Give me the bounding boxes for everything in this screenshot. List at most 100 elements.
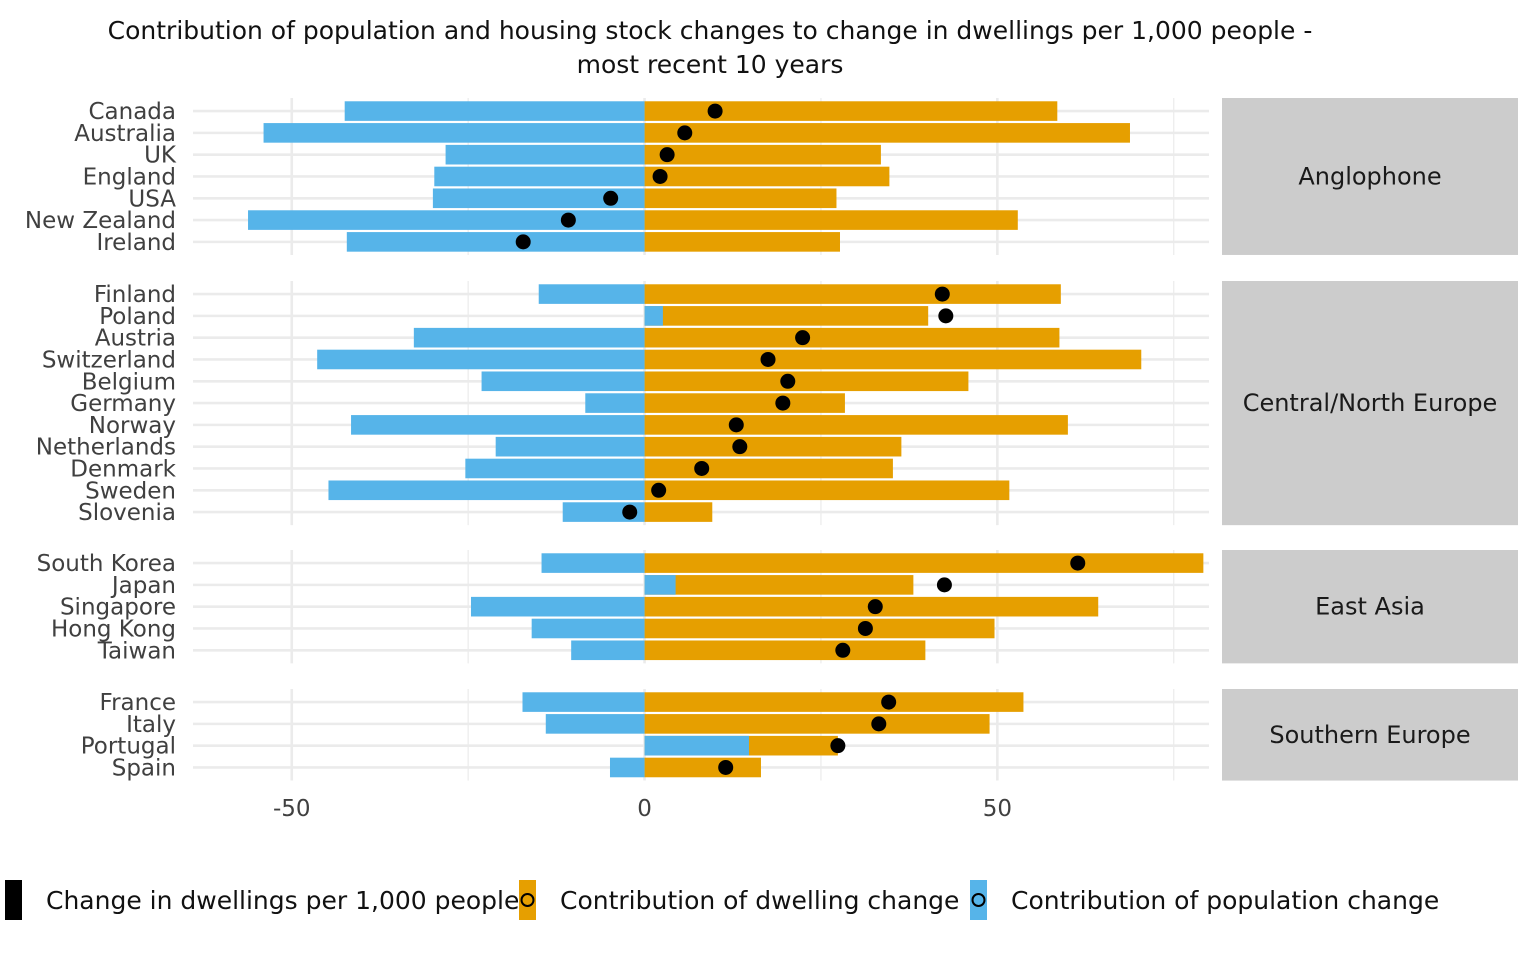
bar-dwelling-austria bbox=[644, 327, 1060, 348]
bar-dwelling-belgium bbox=[644, 371, 969, 392]
country-label: Hong Kong bbox=[51, 616, 176, 642]
bar-dwelling-slovenia bbox=[644, 502, 713, 522]
facet-strip-label: Central/North Europe bbox=[1243, 389, 1498, 417]
bar-population-hong-kong bbox=[531, 618, 645, 639]
bar-dwelling-uk bbox=[644, 144, 881, 165]
country-label: Netherlands bbox=[36, 435, 176, 461]
bar-dwelling-ireland bbox=[644, 232, 840, 252]
x-tick-label: 50 bbox=[983, 796, 1012, 822]
bar-dwelling-south-korea bbox=[644, 553, 1204, 573]
bar-dwelling-norway bbox=[644, 415, 1068, 435]
bar-population-sweden bbox=[328, 480, 645, 501]
country-label: Canada bbox=[88, 99, 176, 125]
point-net-norway bbox=[728, 417, 744, 433]
bar-population-usa bbox=[432, 188, 645, 209]
bar-dwelling-switzerland bbox=[644, 349, 1142, 370]
chart-title-line-2: most recent 10 years bbox=[576, 50, 844, 79]
bar-dwelling-netherlands bbox=[644, 436, 902, 457]
bar-population-singapore bbox=[470, 596, 645, 617]
bar-population-norway bbox=[351, 415, 645, 435]
bar-population-england bbox=[434, 166, 645, 187]
legend-point-population bbox=[971, 893, 986, 907]
country-label: Spain bbox=[112, 755, 176, 781]
bar-dwelling-hong-kong bbox=[644, 618, 995, 639]
bar-dwelling-germany bbox=[644, 393, 845, 413]
point-net-switzerland bbox=[760, 351, 776, 367]
bar-dwelling-denmark bbox=[644, 458, 893, 479]
facet-strip bbox=[1222, 550, 1518, 664]
bar-population-south-korea bbox=[541, 553, 645, 573]
bar-population-australia bbox=[263, 123, 645, 143]
point-net-hong-kong bbox=[857, 620, 873, 636]
country-label: Japan bbox=[110, 573, 176, 599]
bar-population-germany bbox=[585, 393, 645, 413]
bar-population-poland bbox=[644, 306, 663, 326]
bar-dwelling-italy bbox=[644, 714, 990, 734]
bar-dwelling-poland bbox=[644, 306, 929, 326]
legend-point-dwelling bbox=[520, 893, 535, 907]
bar-dwelling-taiwan bbox=[644, 640, 926, 661]
x-tick-label: -50 bbox=[273, 796, 311, 822]
chart-title: Contribution of population and housing s… bbox=[20, 14, 1400, 82]
point-net-germany bbox=[775, 395, 791, 411]
point-net-australia bbox=[677, 125, 693, 141]
point-net-austria bbox=[795, 330, 811, 346]
point-net-sweden bbox=[651, 482, 667, 498]
country-label: Germany bbox=[70, 391, 176, 417]
point-net-spain bbox=[718, 759, 734, 775]
country-label: Ireland bbox=[96, 230, 176, 256]
bar-dwelling-usa bbox=[644, 188, 837, 209]
point-net-belgium bbox=[780, 373, 796, 389]
legend-label-net: Change in dwellings per 1,000 people bbox=[46, 886, 519, 915]
legend-swatch-dwelling bbox=[519, 880, 536, 920]
point-net-usa bbox=[603, 190, 619, 206]
facet-strip bbox=[1222, 689, 1518, 781]
legend-label-population: Contribution of population change bbox=[1011, 886, 1439, 915]
point-net-poland bbox=[938, 308, 954, 324]
point-net-south-korea bbox=[1070, 555, 1086, 571]
point-net-france bbox=[881, 694, 897, 710]
facet-strip-label: Southern Europe bbox=[1269, 721, 1470, 749]
bar-dwelling-sweden bbox=[644, 480, 1010, 501]
chart-title-line-1: Contribution of population and housing s… bbox=[107, 16, 1313, 45]
bar-population-denmark bbox=[465, 458, 645, 479]
point-net-finland bbox=[934, 286, 950, 302]
country-label: Norway bbox=[89, 413, 176, 439]
bar-population-austria bbox=[413, 327, 645, 348]
legend-key-population bbox=[970, 880, 987, 920]
point-net-denmark bbox=[694, 460, 710, 476]
country-label: Switzerland bbox=[42, 347, 176, 373]
point-net-taiwan bbox=[835, 642, 851, 658]
point-net-england bbox=[652, 168, 668, 184]
bar-population-ireland bbox=[346, 232, 645, 252]
bar-dwelling-spain bbox=[644, 757, 761, 778]
bar-dwelling-new-zealand bbox=[644, 210, 1018, 230]
bar-population-canada bbox=[344, 101, 645, 121]
bar-population-taiwan bbox=[571, 640, 645, 661]
point-net-ireland bbox=[515, 234, 531, 250]
bar-population-italy bbox=[545, 714, 645, 734]
country-label: USA bbox=[128, 186, 176, 212]
bar-dwelling-france bbox=[644, 692, 1024, 712]
panel-1: FinlandPolandAustriaSwitzerlandBelgiumGe… bbox=[36, 281, 1518, 526]
bar-population-netherlands bbox=[495, 436, 645, 457]
legend-key-net bbox=[5, 880, 22, 920]
country-label: Singapore bbox=[60, 595, 176, 621]
country-label: Italy bbox=[126, 712, 176, 738]
bar-population-new-zealand bbox=[248, 210, 645, 230]
country-label: France bbox=[100, 690, 176, 716]
bar-population-switzerland bbox=[317, 349, 645, 370]
legend: Change in dwellings per 1,000 people Cont… bbox=[5, 880, 1439, 920]
bar-population-japan bbox=[644, 575, 676, 595]
legend-swatch-population bbox=[970, 880, 987, 920]
country-label: Slovenia bbox=[78, 500, 176, 526]
country-label: South Korea bbox=[37, 551, 176, 577]
facet-strip bbox=[1222, 98, 1518, 255]
bar-population-uk bbox=[445, 144, 645, 165]
country-label: Denmark bbox=[70, 456, 176, 482]
legend-swatch-net bbox=[5, 880, 22, 920]
country-label: Sweden bbox=[85, 478, 176, 504]
